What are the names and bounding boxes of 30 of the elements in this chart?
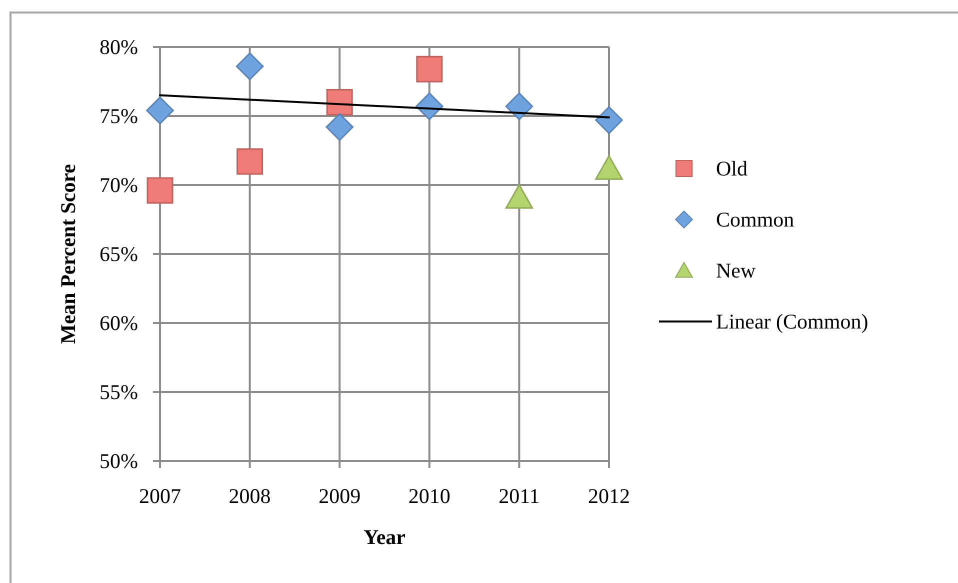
- y-tick-label: 80%: [100, 35, 138, 59]
- point: [326, 88, 353, 116]
- legend-label: Linear (Common): [716, 310, 868, 334]
- point: [146, 96, 174, 124]
- legend-label: Old: [716, 156, 748, 180]
- point: [505, 92, 534, 120]
- point: [416, 56, 443, 82]
- y-tick-label: 60%: [100, 311, 138, 335]
- point: [146, 177, 174, 204]
- legend-label: Common: [716, 208, 795, 232]
- point: [326, 113, 354, 141]
- x-tick-label: 2009: [318, 484, 361, 508]
- y-axis-title: Mean Percent Score: [56, 164, 80, 344]
- x-tick-label: 2012: [588, 484, 630, 508]
- x-tick-label: 2008: [228, 484, 271, 508]
- y-tick-label: 55%: [100, 380, 138, 404]
- y-tick-label: 65%: [100, 242, 138, 266]
- point: [505, 184, 534, 209]
- y-tick-label: 50%: [100, 449, 138, 473]
- x-axis-title: Year: [364, 525, 406, 549]
- x-tick-label: 2011: [498, 484, 540, 508]
- point: [595, 106, 623, 134]
- point: [595, 155, 623, 180]
- legend-label: New: [716, 258, 756, 282]
- point: [236, 52, 264, 80]
- x-tick-label: 2007: [139, 484, 181, 508]
- y-tick-label: 70%: [100, 173, 138, 197]
- point: [236, 148, 264, 175]
- x-tick-label: 2010: [408, 484, 450, 508]
- y-tick-label: 75%: [100, 104, 138, 128]
